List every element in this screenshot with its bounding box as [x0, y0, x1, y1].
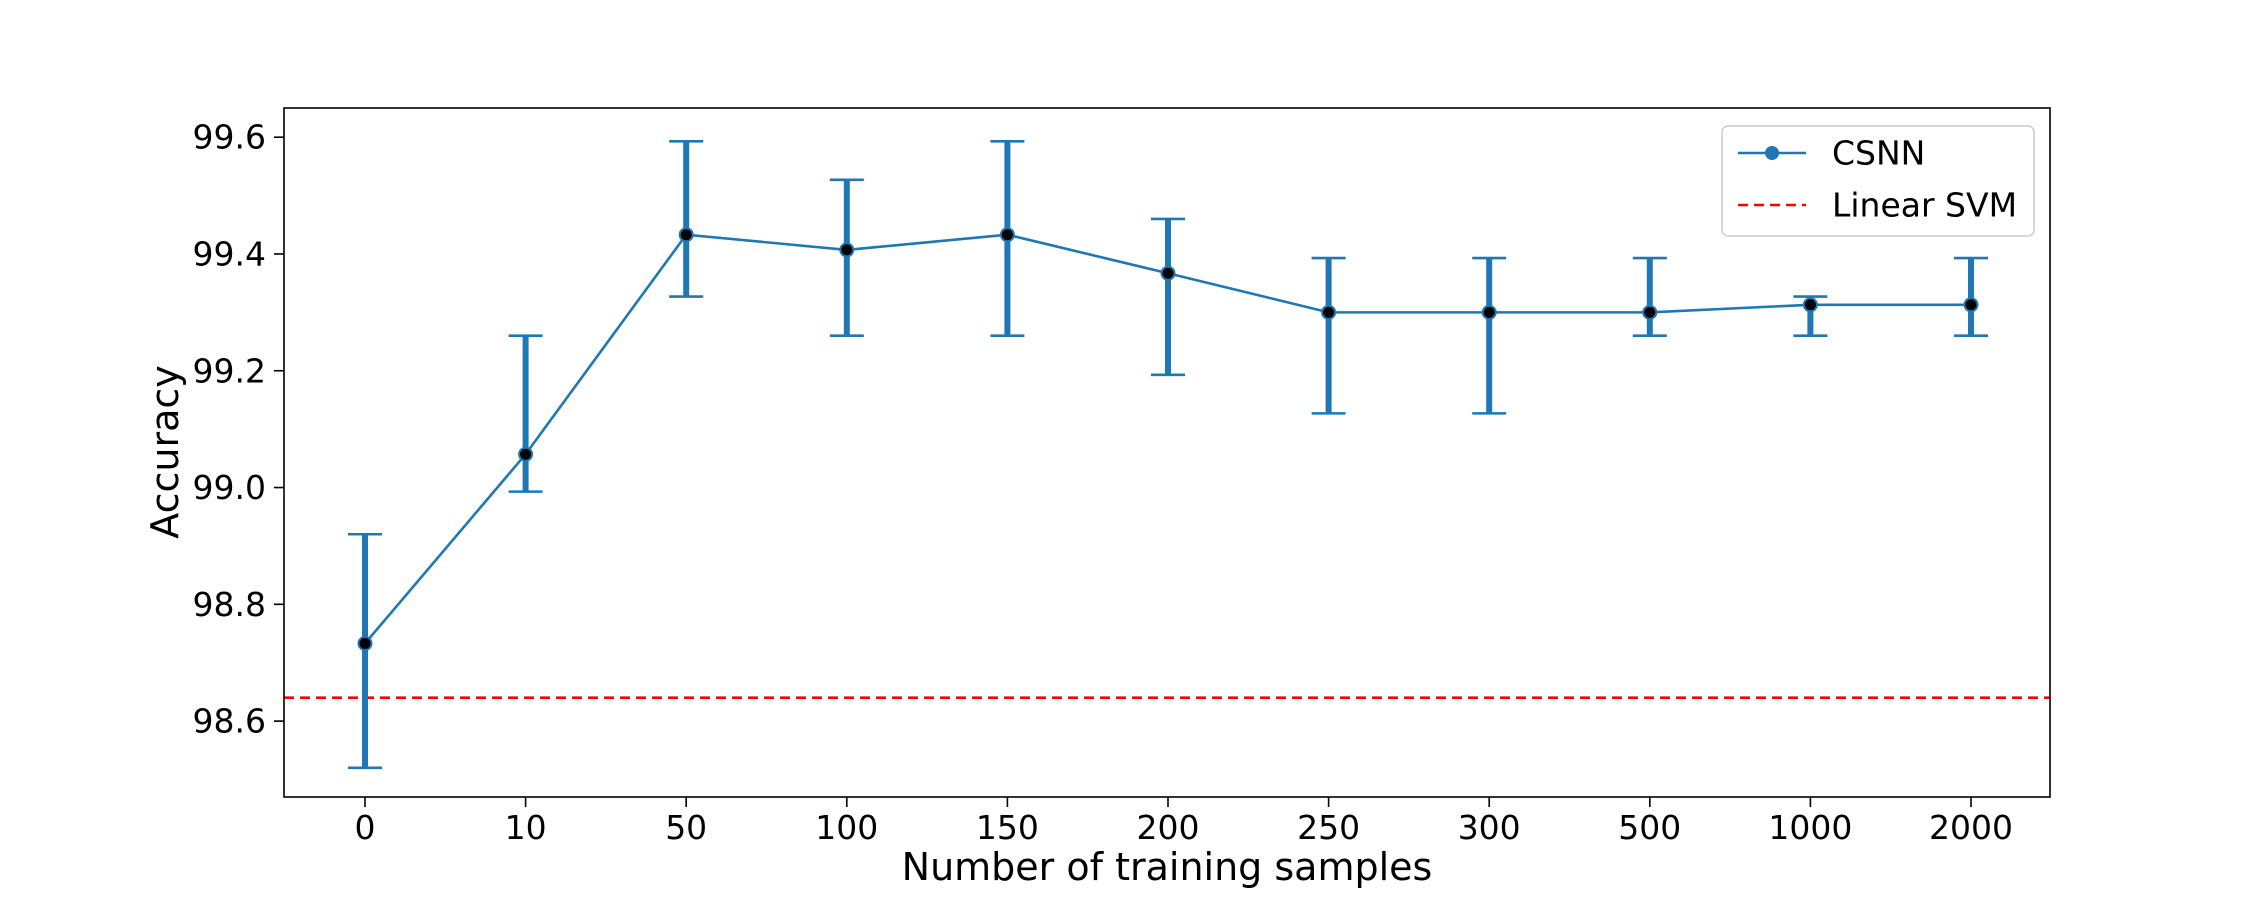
x-tick-label: 200	[1137, 808, 1200, 847]
x-axis: 0 10 50 100 150 200 250 300 500 1000 2000	[355, 797, 2013, 847]
data-point	[1642, 304, 1658, 320]
y-tick-label: 99.4	[193, 234, 266, 273]
x-tick-label: 50	[665, 808, 707, 847]
data-point	[678, 227, 694, 243]
data-point	[1160, 265, 1176, 281]
x-tick-label: 250	[1297, 808, 1360, 847]
plot-area	[284, 139, 2050, 770]
data-point	[1802, 297, 1818, 313]
legend-svm-label: Linear SVM	[1832, 186, 2017, 225]
x-tick-label: 2000	[1929, 808, 2013, 847]
legend-csnn-marker	[1765, 146, 1779, 160]
x-tick-label: 10	[505, 808, 547, 847]
data-point	[518, 446, 534, 462]
y-axis: 98.6 98.8 99.0 99.2 99.4 99.6	[193, 118, 284, 741]
x-tick-label: 100	[815, 808, 878, 847]
legend: CSNN Linear SVM	[1721, 125, 2035, 237]
x-tick-label: 0	[355, 808, 376, 847]
y-tick-label: 98.6	[193, 702, 266, 741]
data-point	[1321, 304, 1337, 320]
x-tick-label: 150	[976, 808, 1039, 847]
data-point	[999, 227, 1015, 243]
x-axis-label: Number of training samples	[902, 845, 1433, 889]
data-point	[1481, 304, 1497, 320]
y-tick-label: 99.0	[193, 468, 266, 507]
y-tick-label: 99.2	[193, 351, 266, 390]
data-point	[839, 242, 855, 258]
y-tick-label: 99.6	[193, 118, 266, 157]
y-axis-label: Accuracy	[143, 365, 187, 539]
x-tick-label: 500	[1618, 808, 1681, 847]
x-tick-label: 1000	[1768, 808, 1852, 847]
legend-csnn-label: CSNN	[1832, 134, 1925, 173]
data-point	[1963, 297, 1979, 313]
x-tick-label: 300	[1458, 808, 1521, 847]
axes-frame	[283, 107, 2051, 798]
data-point	[357, 635, 373, 651]
y-tick-label: 98.8	[193, 585, 266, 624]
